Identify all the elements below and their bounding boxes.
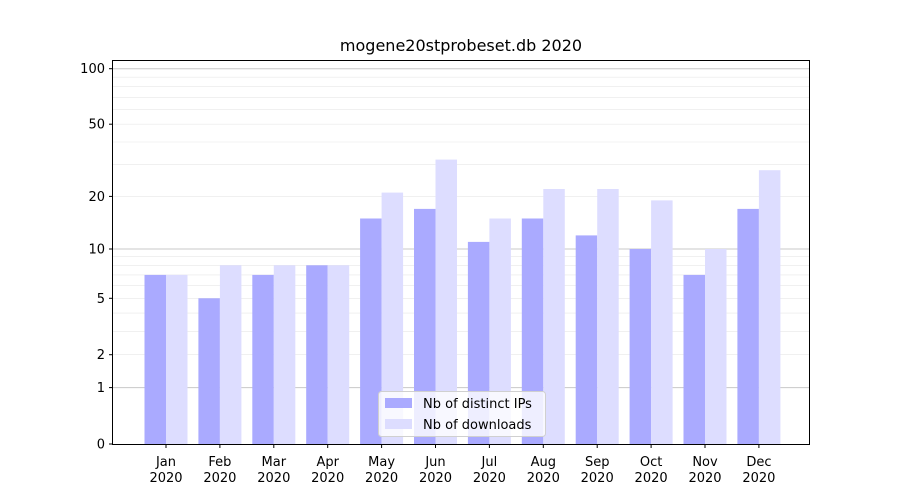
- x-tick-label-month: Jun: [424, 455, 445, 470]
- x-tick-label-month: Mar: [262, 455, 287, 470]
- bar-downloads-jul: [489, 218, 511, 444]
- bar-downloads-oct: [651, 200, 673, 444]
- x-tick-label-year: 2020: [365, 471, 398, 486]
- bar-distinct-ips-feb: [198, 298, 220, 444]
- bar-downloads-mar: [273, 265, 296, 444]
- x-tick-label-year: 2020: [473, 471, 506, 486]
- y-tick-label: 20: [88, 190, 105, 205]
- bar-distinct-ips-may: [360, 218, 382, 444]
- y-tick-label: 5: [97, 292, 105, 307]
- x-tick-label-month: Apr: [316, 455, 339, 470]
- x-tick-label-year: 2020: [419, 471, 452, 486]
- x-tick-label-year: 2020: [688, 471, 721, 486]
- y-tick-label: 0: [97, 438, 105, 453]
- x-tick-label-month: Aug: [531, 455, 556, 470]
- x-tick-label-month: Oct: [640, 455, 662, 470]
- y-tick-label: 10: [88, 243, 105, 258]
- x-tick-label-year: 2020: [203, 471, 236, 486]
- legend-label: Nb of downloads: [423, 418, 532, 433]
- x-axis: Jan2020Feb2020Mar2020Apr2020May2020Jun20…: [149, 444, 775, 486]
- x-tick-label-month: Sep: [585, 455, 610, 470]
- y-tick-label: 50: [88, 118, 105, 133]
- bar-distinct-ips-nov: [683, 274, 705, 444]
- legend-swatch: [385, 419, 412, 429]
- x-tick-label-year: 2020: [257, 471, 290, 486]
- x-tick-label-year: 2020: [527, 471, 560, 486]
- plot-frame: [112, 60, 810, 445]
- bar-distinct-ips-mar: [252, 274, 274, 444]
- legend-label: Nb of distinct IPs: [423, 397, 532, 412]
- x-tick-label-year: 2020: [581, 471, 614, 486]
- bar-downloads-jun: [435, 159, 457, 444]
- bar-downloads-jan: [166, 274, 188, 444]
- bar-downloads-aug: [543, 189, 565, 444]
- legend: Nb of distinct IPs Nb of downloads: [378, 391, 546, 437]
- y-tick-label: 1: [97, 381, 105, 396]
- bar-downloads-may: [381, 192, 404, 444]
- x-tick-label-month: May: [368, 455, 395, 470]
- bar-downloads-feb: [219, 265, 242, 444]
- bar-distinct-ips-aug: [521, 218, 544, 444]
- legend-box: [378, 391, 546, 437]
- bar-distinct-ips-oct: [629, 249, 652, 444]
- bar-distinct-ips-jun: [414, 208, 436, 444]
- x-tick-label-year: 2020: [149, 471, 182, 486]
- bar-distinct-ips-sep: [575, 235, 598, 444]
- bar-distinct-ips-jan: [144, 274, 166, 444]
- legend-swatch: [385, 398, 412, 408]
- x-tick-label-year: 2020: [742, 471, 775, 486]
- bar-downloads-sep: [597, 189, 619, 444]
- x-tick-label-month: Jan: [155, 455, 176, 470]
- bar-downloads-dec: [758, 170, 781, 444]
- x-tick-label-month: Nov: [692, 455, 718, 470]
- chart-title: mogene20stprobeset.db 2020: [340, 36, 582, 55]
- x-tick-label-year: 2020: [635, 471, 668, 486]
- bar-distinct-ips-dec: [737, 208, 759, 444]
- x-tick-label-year: 2020: [311, 471, 344, 486]
- x-tick-label-month: Jul: [481, 455, 498, 470]
- x-tick-label-month: Feb: [208, 455, 231, 470]
- bar-downloads-nov: [705, 249, 727, 444]
- x-tick-label-month: Dec: [746, 455, 771, 470]
- bar-distinct-ips-apr: [306, 265, 328, 444]
- bar-downloads-apr: [327, 265, 350, 444]
- y-tick-label: 100: [80, 62, 105, 77]
- y-tick-label: 2: [97, 348, 105, 363]
- y-axis: 0 1 2 5 10 20 50 100: [80, 62, 113, 453]
